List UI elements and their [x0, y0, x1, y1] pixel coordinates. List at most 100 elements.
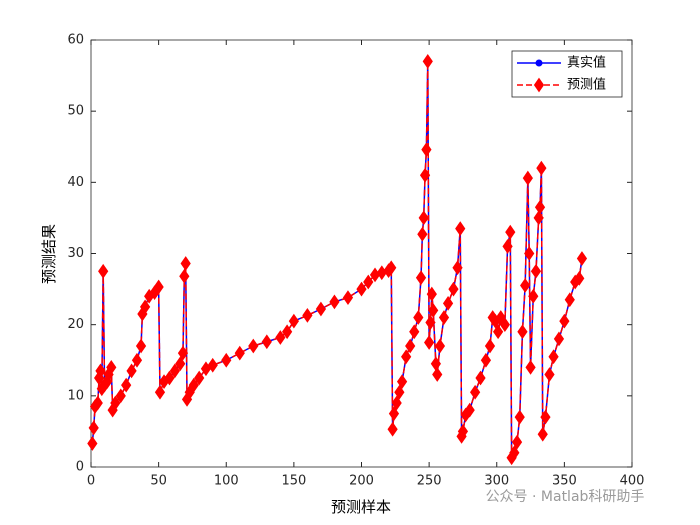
diamond-marker [405, 338, 416, 354]
diamond-marker [428, 303, 439, 318]
y-tick-label: 20 [67, 317, 84, 332]
diamond-marker [522, 170, 533, 186]
y-tick-label: 40 [67, 175, 84, 190]
diamond-marker [363, 274, 374, 290]
diamond-marker [92, 395, 103, 411]
diamond-marker [275, 330, 286, 345]
diamond-marker [464, 402, 475, 418]
series [87, 53, 588, 466]
diamond-marker [419, 167, 431, 183]
diamond-marker [342, 290, 354, 306]
diamond-marker [282, 324, 293, 340]
diamond-marker [564, 292, 575, 308]
diamond-marker [288, 313, 299, 329]
diamond-marker [511, 434, 523, 450]
diamond-marker [221, 352, 232, 368]
diamond-marker [499, 317, 510, 333]
diamond-marker [553, 331, 565, 347]
diamond-marker [87, 436, 98, 451]
diamond-marker [470, 384, 481, 400]
diamond-marker [514, 409, 525, 425]
diamond-marker [574, 271, 585, 286]
diamond-marker [517, 324, 528, 340]
diamond-marker [484, 338, 496, 354]
diamond-marker [525, 359, 536, 375]
diamond-marker [356, 281, 367, 297]
diamond-marker [95, 363, 106, 379]
y-tick-label: 60 [67, 33, 84, 48]
diamond-marker [455, 221, 466, 236]
x-tick-label: 0 [87, 474, 95, 489]
diamond-marker [248, 338, 259, 354]
diamond-marker [533, 77, 545, 93]
diamond-marker [421, 142, 432, 157]
x-tick-label: 400 [620, 474, 645, 489]
diamond-marker [401, 349, 412, 365]
diamond-marker [394, 384, 405, 400]
diamond-marker [175, 356, 186, 372]
diamond-marker [537, 426, 548, 442]
diamond-marker [533, 210, 544, 226]
diamond-marker [409, 324, 420, 340]
y-tick-label: 30 [67, 246, 84, 261]
x-tick-label: 100 [214, 474, 239, 489]
diamond-marker [424, 335, 435, 350]
diamond-marker [396, 374, 408, 389]
diamond-marker [492, 324, 504, 340]
circle-marker [535, 59, 543, 67]
diamond-marker [480, 352, 492, 368]
diamond-marker [177, 345, 189, 361]
diamond-marker [548, 349, 559, 365]
diamond-marker [391, 395, 402, 411]
diamond-marker [528, 288, 539, 304]
diamond-marker [413, 310, 424, 325]
diamond-marker [234, 345, 245, 361]
watermark: 公众号 · Matlab科研助手 [486, 489, 645, 505]
x-tick-label: 250 [417, 474, 442, 489]
diamond-marker [169, 363, 180, 379]
diamond-marker [180, 256, 191, 271]
diamond-marker [188, 377, 199, 393]
y-tick-label: 0 [76, 460, 84, 475]
diamond-marker [426, 286, 437, 302]
diamond-marker [438, 310, 450, 325]
diamond-marker [179, 268, 190, 284]
diamond-marker [457, 424, 469, 439]
diamond-marker [154, 384, 166, 400]
diamond-marker [131, 352, 143, 368]
diamond-marker [422, 53, 433, 69]
y-tick-label: 10 [67, 388, 84, 403]
diamond-marker [544, 367, 555, 382]
diamond-marker [164, 370, 175, 386]
diamond-marker [475, 370, 486, 386]
diamond-marker [442, 295, 454, 311]
diamond-marker [329, 294, 340, 310]
diamond-marker [121, 377, 132, 393]
diamond-marker [418, 210, 429, 226]
diamond-marker [415, 270, 427, 286]
diamond-marker [524, 246, 535, 261]
diamond-marker [452, 260, 463, 276]
legend-label: 预测值 [567, 77, 606, 93]
diamond-marker [417, 226, 428, 242]
x-tick-label: 50 [150, 474, 167, 489]
diamond-marker [434, 338, 446, 354]
diamond-marker [425, 315, 436, 330]
diamond-marker [135, 338, 147, 354]
x-tick-label: 150 [281, 474, 306, 489]
x-tick-label: 200 [349, 474, 374, 489]
diamond-marker [387, 421, 398, 437]
diamond-marker [576, 251, 588, 266]
diamond-marker [388, 406, 400, 422]
diamond-marker [207, 357, 218, 373]
y-tick-label: 50 [67, 104, 84, 119]
diamond-marker [505, 224, 516, 240]
diamond-marker [115, 388, 126, 404]
diamond-marker [520, 278, 531, 293]
plot-frame [90, 39, 633, 468]
diamond-marker [448, 281, 459, 297]
diamond-marker [315, 301, 327, 317]
legend-label: 真实值 [567, 55, 606, 71]
